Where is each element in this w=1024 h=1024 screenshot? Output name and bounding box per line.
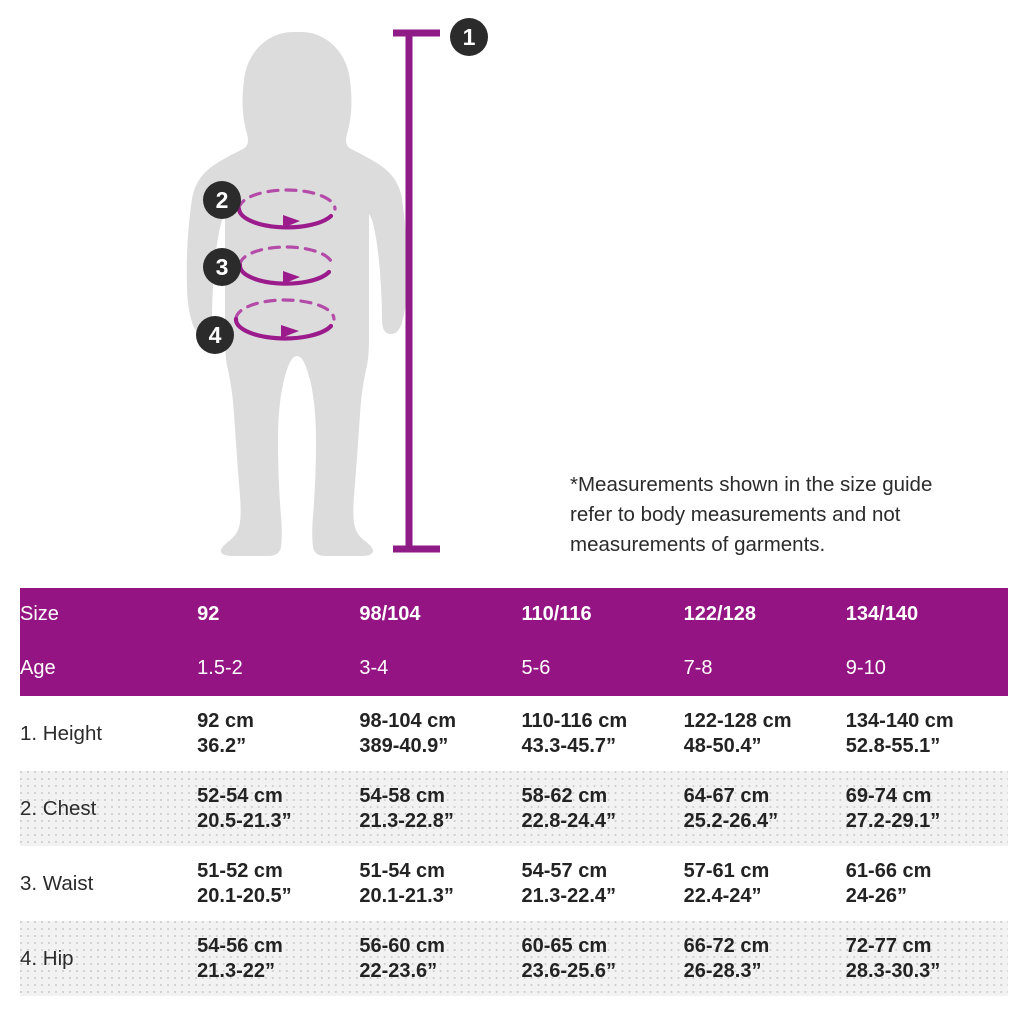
- table-row: 1. Height 92 cm 36.2” 98-104 cm 389-40.9” 110…: [20, 696, 1008, 771]
- table-row: 4. Hip 54-56 cm 21.3-22” 56-60 cm 22-23.6” 60…: [20, 921, 1008, 996]
- measurement-cm: 54-58 cm: [359, 784, 445, 807]
- measurement-cm: 110-116 cm: [521, 709, 628, 732]
- measurement-cm: 92 cm: [197, 709, 254, 732]
- measurement-cell: 98-104 cm 389-40.9”: [359, 696, 521, 771]
- measurement-cell: 72-77 cm 28.3-30.3”: [846, 921, 1008, 996]
- measurement-inch: 22-23.6”: [359, 959, 438, 982]
- header-size-98-104: 98/104: [359, 602, 421, 625]
- measurement-cm: 54-57 cm: [521, 859, 608, 882]
- measurement-inch: 36.2”: [197, 734, 247, 757]
- header-age-2: 3-4: [359, 656, 389, 679]
- badge-4-hip: 4: [196, 316, 234, 354]
- measurement-cm: 58-62 cm: [521, 784, 608, 807]
- measurement-inch: 389-40.9”: [359, 734, 449, 757]
- measurement-inch: 20.1-21.3”: [359, 884, 454, 907]
- badge-2-chest: 2: [203, 181, 241, 219]
- header-row-size: Size 92 98/104 110/116 122/128 134/140: [20, 588, 1008, 640]
- measurement-cell: 54-56 cm 21.3-22”: [197, 921, 359, 996]
- measurement-cm: 54-56 cm: [197, 934, 283, 957]
- height-measure-line: [393, 29, 440, 553]
- child-silhouette-shape: [186, 32, 408, 556]
- measurement-cm: 122-128 cm: [683, 709, 792, 732]
- measurement-cm: 51-52 cm: [197, 859, 283, 882]
- header-size-label: Size: [20, 602, 59, 625]
- header-age-1: 1.5-2: [197, 656, 243, 679]
- row-label: 1. Height: [20, 721, 103, 745]
- measurement-cell: 52-54 cm 20.5-21.3”: [197, 771, 359, 846]
- measurement-inch: 22.8-24.4”: [521, 809, 616, 832]
- measurement-cm: 56-60 cm: [359, 934, 445, 957]
- measurement-cm: 64-67 cm: [683, 784, 770, 807]
- measurement-cell: 66-72 cm 26-28.3”: [684, 921, 846, 996]
- measurement-cm: 98-104 cm: [359, 709, 457, 732]
- measurement-inch: 28.3-30.3”: [845, 959, 941, 982]
- size-guide-table: Size 92 98/104 110/116 122/128 134/140 A…: [20, 588, 1008, 996]
- header-size-122-128: 122/128: [683, 602, 756, 625]
- row-label: 2. Chest: [20, 796, 97, 820]
- measurement-inch: 52.8-55.1”: [845, 734, 941, 757]
- measurement-inch: 20.5-21.3”: [197, 809, 292, 832]
- header-row-age: Age 1.5-2 3-4 5-6 7-8 9-10: [20, 640, 1008, 696]
- measurement-cm: 60-65 cm: [521, 934, 608, 957]
- measurement-cell: 69-74 cm 27.2-29.1”: [846, 771, 1008, 846]
- measurement-cm: 61-66 cm: [845, 859, 932, 882]
- hip-measure-ellipse: [233, 298, 336, 341]
- badge-3-waist: 3: [203, 248, 241, 286]
- measurement-cell: 134-140 cm 52.8-55.1”: [846, 696, 1008, 771]
- measurement-cell: 60-65 cm 23.6-25.6”: [521, 921, 683, 996]
- header-size-92: 92: [197, 602, 220, 625]
- measurement-cell: 92 cm 36.2”: [197, 696, 359, 771]
- measurement-cell: 51-52 cm 20.1-20.5”: [197, 846, 359, 921]
- measurement-inch: 48-50.4”: [683, 734, 762, 757]
- header-size-134-140: 134/140: [845, 602, 919, 625]
- measurement-cm: 134-140 cm: [845, 709, 954, 732]
- body-figure-illustration: [186, 29, 440, 556]
- measurement-cm: 51-54 cm: [359, 859, 445, 882]
- measurement-cell: 54-57 cm 21.3-22.4”: [521, 846, 683, 921]
- measurement-inch: 21.3-22”: [197, 959, 276, 982]
- row-label: 4. Hip: [20, 946, 74, 970]
- measurement-inch: 26-28.3”: [683, 959, 762, 982]
- chest-measure-ellipse: [236, 188, 337, 230]
- header-size-110-116: 110/116: [521, 602, 592, 625]
- header-age-5: 9-10: [845, 656, 886, 679]
- header-age-label: Age: [20, 656, 56, 679]
- table-header: Size 92 98/104 110/116 122/128 134/140 A…: [20, 588, 1008, 696]
- measurement-inch: 21.3-22.8”: [359, 809, 454, 832]
- measurement-cm: 57-61 cm: [683, 859, 770, 882]
- table-body: 1. Height 92 cm 36.2” 98-104 cm 389-40.9” 110…: [20, 696, 1008, 996]
- measurement-cell: 64-67 cm 25.2-26.4”: [684, 771, 846, 846]
- measurement-cell: 51-54 cm 20.1-21.3”: [359, 846, 521, 921]
- table-row: 3. Waist 51-52 cm 20.1-20.5” 51-54 cm 20.1-2…: [20, 846, 1008, 921]
- measurement-cell: 110-116 cm 43.3-45.7”: [521, 696, 683, 771]
- measurement-cm: 66-72 cm: [683, 934, 770, 957]
- row-label: 3. Waist: [20, 871, 94, 895]
- badge-1-height: 1: [450, 18, 488, 56]
- measurement-cell: 61-66 cm 24-26”: [846, 846, 1008, 921]
- measurement-inch: 43.3-45.7”: [521, 734, 616, 757]
- measurement-cell: 57-61 cm 22.4-24”: [684, 846, 846, 921]
- header-age-3: 5-6: [521, 656, 551, 679]
- measurement-cell: 56-60 cm 22-23.6”: [359, 921, 521, 996]
- measurement-cm: 72-77 cm: [845, 934, 932, 957]
- measurement-cell: 58-62 cm 22.8-24.4”: [521, 771, 683, 846]
- measurement-cm: 52-54 cm: [197, 784, 283, 807]
- header-age-4: 7-8: [683, 656, 713, 679]
- measurement-inch: 23.6-25.6”: [521, 959, 616, 982]
- measurement-inch: 24-26”: [845, 884, 907, 907]
- measurement-inch: 22.4-24”: [683, 884, 762, 907]
- table-row: 2. Chest 52-54 cm 20.5-21.3” 54-58 cm 21.3-2…: [20, 771, 1008, 846]
- measurement-cm: 69-74 cm: [845, 784, 932, 807]
- measurement-cell: 122-128 cm 48-50.4”: [684, 696, 846, 771]
- measurement-inch: 20.1-20.5”: [197, 884, 292, 907]
- size-guide-diagram: 1 2 3 4 *Measurements shown in the size …: [186, 18, 933, 556]
- measurement-inch: 27.2-29.1”: [845, 809, 941, 832]
- measurement-inch: 21.3-22.4”: [521, 884, 616, 907]
- waist-measure-ellipse: [237, 245, 334, 286]
- measurement-inch: 25.2-26.4”: [683, 809, 779, 832]
- measurements-footnote: *Measurements shown in the size guide re…: [570, 473, 933, 556]
- measurement-cell: 54-58 cm 21.3-22.8”: [359, 771, 521, 846]
